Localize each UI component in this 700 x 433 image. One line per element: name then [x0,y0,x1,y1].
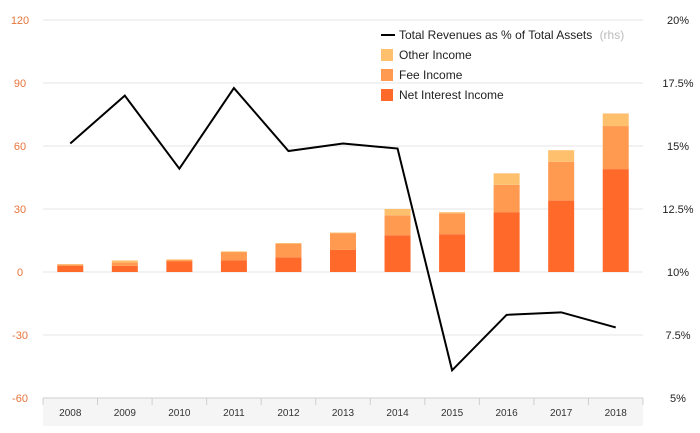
x-axis-band [43,398,643,426]
bar-fee-income-2010 [166,260,193,262]
x-tick-label-2010: 2010 [168,408,191,419]
right-tick-label: 7.5% [665,330,690,342]
x-tick-label-2015: 2015 [441,408,464,419]
bar-net-interest-income-2011 [220,260,247,272]
bar-net-interest-income-2017 [548,200,575,272]
legend-swatch-other-income [381,49,393,61]
left-tick-label: 60 [14,141,26,153]
bar-fee-income-2015 [439,213,466,235]
bar-net-interest-income-2009 [111,265,138,272]
bar-other-income-2018 [602,113,629,127]
left-tick-label: 120 [11,15,29,27]
legend-line-label: Total Revenues as % of Total Assets (rhs… [399,28,624,42]
bar-other-income-2011 [220,251,247,253]
legend-label-net-interest-income: Net Interest Income [399,88,504,102]
x-tick-label-2009: 2009 [114,408,137,419]
left-axis: 120 90 60 30 0 -30 -60 [11,15,29,405]
bar-net-interest-income-2015 [439,234,466,272]
x-tick-label-2017: 2017 [550,408,573,419]
x-tick-label-2018: 2018 [605,408,628,419]
left-tick-label: 30 [14,204,26,216]
left-tick-label: -30 [12,330,28,342]
bar-fee-income-2009 [111,262,138,266]
bar-net-interest-income-2016 [493,212,520,272]
bar-other-income-2016 [493,173,520,185]
legend-swatch-net-interest-income [381,89,393,101]
legend-label-fee-income: Fee Income [399,68,463,82]
bar-other-income-2014 [384,209,411,216]
right-tick-label: 20% [667,15,689,27]
revenue-ratio-line [69,86,616,373]
bar-fee-income-2016 [493,184,520,213]
bar-other-income-2008 [57,264,84,265]
left-tick-label: 0 [17,267,23,279]
bar-net-interest-income-2014 [384,235,411,272]
x-tick-label-2008: 2008 [59,408,82,419]
bar-other-income-2013 [330,232,356,234]
bar-net-interest-income-2013 [330,249,356,272]
right-tick-label: 10% [667,267,689,279]
x-tick-label-2012: 2012 [277,408,300,419]
bars [57,113,629,272]
left-tick-label: -60 [12,393,28,405]
bar-other-income-2009 [111,260,138,263]
right-axis: 20% 17.5% 15% 12.5% 10% 7.5% 5% [662,15,693,405]
bar-fee-income-2011 [220,252,247,261]
right-tick-label: 12.5% [662,204,693,216]
line-total-revenues-pct-assets [69,86,616,373]
bar-fee-income-2017 [548,161,575,201]
x-axis: 2008 2009 2010 2011 2012 2013 2014 2015 2016 2017… [42,397,644,426]
left-tick-label: 90 [14,78,26,90]
bar-other-income-2015 [439,212,466,214]
bar-other-income-2012 [275,243,302,244]
bar-other-income-2017 [548,150,575,162]
legend-label-other-income: Other Income [399,48,472,62]
x-tick-label-2011: 2011 [223,408,245,419]
bar-net-interest-income-2010 [166,261,193,272]
bar-net-interest-income-2018 [602,169,629,272]
bar-fee-income-2018 [602,126,629,170]
bar-fee-income-2014 [384,215,411,236]
x-tick-label-2016: 2016 [496,408,519,419]
bar-fee-income-2012 [275,243,302,258]
right-tick-label: 5% [670,393,686,405]
bar-other-income-2010 [166,259,193,261]
bar-net-interest-income-2008 [57,265,84,272]
x-tick-label-2013: 2013 [332,408,355,419]
bar-fee-income-2013 [330,233,356,250]
right-tick-label: 15% [667,141,689,153]
x-tick-label-2014: 2014 [386,408,409,419]
right-tick-label: 17.5% [662,78,693,90]
legend-swatch-fee-income [381,69,393,81]
bar-net-interest-income-2012 [275,257,302,272]
legend: Total Revenues as % of Total Assets (rhs… [381,28,624,102]
bar-fee-income-2008 [57,264,84,266]
